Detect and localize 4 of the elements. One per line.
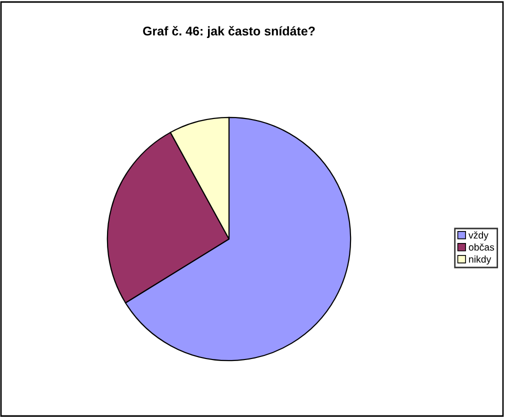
legend-label: vždy — [468, 231, 488, 241]
legend-label: občas — [468, 243, 494, 251]
legend-label: nikdy — [469, 256, 492, 265]
chart-title: Graf č. 46: jak často snídáte? — [143, 26, 315, 38]
